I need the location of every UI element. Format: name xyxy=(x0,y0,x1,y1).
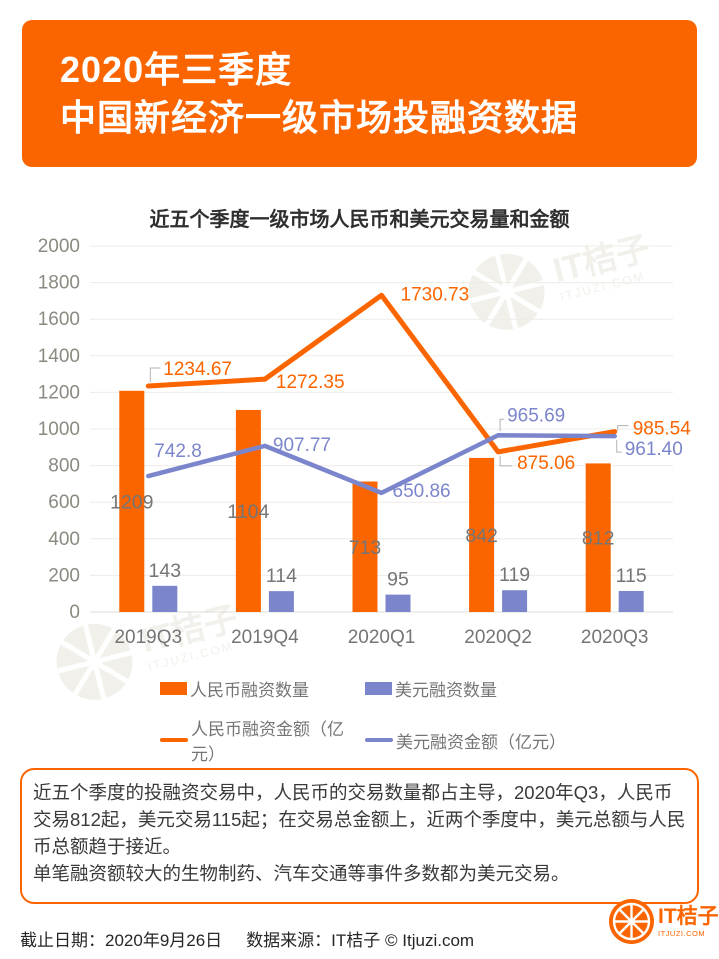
line-value-label: 965.69 xyxy=(507,405,565,426)
line-value-label: 907.77 xyxy=(273,435,331,456)
bar xyxy=(119,390,145,612)
y-axis-tick-label: 400 xyxy=(48,529,80,550)
footer-date: 截止日期：2020年9月26日 xyxy=(20,931,223,950)
y-axis-tick-label: 1200 xyxy=(38,382,80,403)
bar-value-label: 115 xyxy=(616,565,647,587)
bar xyxy=(502,590,528,612)
header-title-line2: 中国新经济一级市场投融资数据 xyxy=(60,97,579,138)
legend-label: 人民币融资数量 xyxy=(190,681,309,700)
label-leader-line xyxy=(616,440,622,453)
bar xyxy=(268,591,294,612)
bar-value-label: 114 xyxy=(266,565,297,587)
logo-text: IT桔子 xyxy=(658,904,719,928)
bar xyxy=(585,463,611,612)
y-axis-tick-label: 0 xyxy=(69,602,80,623)
line-value-label: 1272.35 xyxy=(276,372,345,393)
y-axis-tick-label: 600 xyxy=(48,492,80,513)
watermark-orange-icon xyxy=(56,623,133,700)
x-axis-category-label: 2019Q4 xyxy=(231,627,299,648)
bar xyxy=(152,585,178,612)
bar xyxy=(469,457,495,612)
line-value-label: 1730.73 xyxy=(401,284,470,305)
watermark-itjuzi-logo: IT桔子 ITJUZI.COM xyxy=(42,584,249,714)
bar-value-label: 1209 xyxy=(110,491,153,513)
header-banner: 2020年三季度 中国新经济一级市场投融资数据 xyxy=(22,20,697,167)
summary-box: 近五个季度的投融资交易中，人民币的交易数量都占主导，2020年Q3，人民币交易8… xyxy=(20,768,699,904)
bar-value-label: 143 xyxy=(149,560,182,582)
x-axis-category-label: 2020Q3 xyxy=(581,627,649,648)
bar-value-label: 713 xyxy=(349,537,382,559)
label-leader-line xyxy=(617,425,629,431)
y-axis-tick-label: 2000 xyxy=(38,236,80,257)
line-value-label: 1234.67 xyxy=(163,359,232,380)
x-axis-category-label: 2020Q2 xyxy=(464,627,532,648)
bar-value-label: 1104 xyxy=(227,501,269,523)
summary-paragraph: 近五个季度的投融资交易中，人民币的交易数量都占主导，2020年Q3，人民币交易8… xyxy=(33,782,686,857)
label-leader-line xyxy=(499,418,505,432)
bar-value-label: 812 xyxy=(582,528,615,550)
x-axis-category-label: 2020Q1 xyxy=(348,627,416,648)
legend-item: 人民币融资数量 xyxy=(160,676,365,701)
y-axis-tick-label: 1000 xyxy=(38,419,80,440)
bar xyxy=(352,481,378,612)
y-axis-tick-label: 1800 xyxy=(38,273,80,294)
y-axis-tick-label: 800 xyxy=(48,456,80,477)
footer-source: 数据来源：IT桔子 © Itjuzi.com xyxy=(246,931,475,950)
bar xyxy=(618,590,644,612)
legend-bar-swatch xyxy=(160,682,187,695)
line-value-label: 961.40 xyxy=(625,439,683,460)
chart-title: 近五个季度一级市场人民币和美元交易量和金额 xyxy=(149,209,570,231)
legend-item: 人民币融资金额（亿元） xyxy=(160,715,365,765)
line-value-label: 650.86 xyxy=(393,481,451,502)
footer-meta: 截止日期：2020年9月26日 数据来源：IT桔子 © Itjuzi.com xyxy=(20,926,474,951)
y-axis-tick-label: 200 xyxy=(48,565,80,586)
legend-item: 美元融资金额（亿元） xyxy=(365,715,566,765)
y-axis-tick-label: 1600 xyxy=(38,309,80,330)
bar-value-label: 119 xyxy=(499,564,530,586)
bar-value-label: 95 xyxy=(387,569,409,591)
bar xyxy=(385,594,411,612)
legend-label: 美元融资数量 xyxy=(395,681,497,700)
watermark-orange-icon xyxy=(468,253,545,330)
header-title-line1: 2020年三季度 xyxy=(60,49,293,90)
legend-label: 人民币融资金额（亿元） xyxy=(191,720,344,764)
orange-fruit-icon xyxy=(609,899,654,944)
watermark-itjuzi-logo: IT桔子 ITJUZI.COM xyxy=(454,214,661,344)
legend-bar-swatch xyxy=(365,682,392,695)
bar-value-label: 842 xyxy=(465,525,498,547)
line-value-label: 985.54 xyxy=(633,419,692,440)
line-series xyxy=(145,292,618,455)
x-axis-category-label: 2019Q3 xyxy=(114,627,182,648)
legend-item: 美元融资数量 xyxy=(365,676,566,701)
y-axis-tick-label: 1400 xyxy=(38,346,80,367)
legend-line-swatch xyxy=(365,738,393,742)
logo-subtext: ITJUZI.COM xyxy=(658,928,706,938)
legend-line-swatch xyxy=(160,738,188,742)
itjuzi-logo: IT桔子 ITJUZI.COM xyxy=(608,898,719,945)
line-value-label: 742.8 xyxy=(154,441,202,462)
line-value-label: 875.06 xyxy=(517,453,575,474)
legend-label: 美元融资金额（亿元） xyxy=(396,732,566,752)
summary-paragraph: 单笔融资额较大的生物制药、汽车交通等事件多数都为美元交易。 xyxy=(33,863,570,884)
line-series xyxy=(146,433,617,496)
bar xyxy=(235,409,261,612)
quarterly-combo-chart: 0 200 400 600 800 1000 1200 1400 1600 1800 2000 120… xyxy=(38,236,692,648)
label-leader-line xyxy=(499,455,513,467)
label-leader-line xyxy=(149,367,161,383)
chart-legend: 人民币融资数量 美元融资数量人民币融资金额（亿元） 美元融资金额（亿元） xyxy=(160,676,566,765)
